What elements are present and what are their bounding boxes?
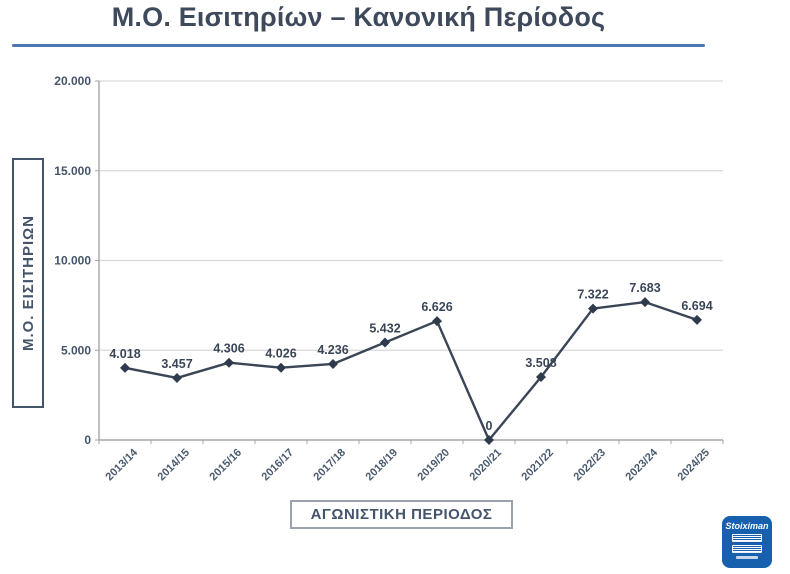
stoiximan-logo-text: Stoiximan [725, 521, 769, 531]
x-axis-title: ΑΓΩΝΙΣΤΙΚΗ ΠΕΡΙΟΔΟΣ [310, 506, 493, 523]
y-axis-title-box: Μ.Ο. ΕΙΣΙΤΗΡΙΩΝ [12, 158, 44, 408]
title-underline [12, 44, 705, 47]
data-point-marker [692, 314, 702, 325]
data-point-label: 6.694 [681, 299, 712, 313]
x-tick-label: 2024/25 [676, 447, 713, 484]
logo-tiny-text-bar [736, 556, 758, 559]
data-point-marker [224, 357, 234, 368]
y-tick-label: 20.000 [54, 74, 91, 88]
data-point-marker [588, 303, 598, 314]
y-tick-label: 0 [84, 433, 91, 447]
data-point-marker [432, 316, 442, 327]
x-axis-title-box: ΑΓΩΝΙΣΤΙΚΗ ΠΕΡΙΟΔΟΣ [290, 500, 513, 529]
data-point-marker [120, 362, 130, 373]
series-line [124, 300, 698, 442]
y-tick-label: 10.000 [54, 254, 91, 268]
data-point-label: 7.683 [629, 281, 660, 295]
x-tick-label: 2017/18 [312, 447, 349, 484]
data-point-marker [484, 435, 494, 445]
page-title: Μ.Ο. Εισιτηρίων – Κανονική Περίοδος [111, 2, 606, 32]
y-tick-label: 15.000 [54, 164, 91, 178]
x-tick-label: 2019/20 [416, 447, 453, 484]
data-point-label: 4.018 [109, 347, 140, 361]
x-tick-label: 2013/14 [104, 446, 141, 483]
x-tick-label: 2023/24 [624, 446, 661, 483]
data-point-marker [536, 372, 546, 383]
data-point-marker [640, 297, 650, 308]
data-point-label: 3.508 [525, 356, 556, 370]
data-point-marker [380, 337, 390, 348]
data-point-marker [276, 362, 286, 373]
y-tick-label: 5.000 [61, 343, 91, 357]
stoiximan-logo: Stoiximan [722, 516, 772, 568]
data-point-marker [172, 372, 182, 383]
x-tick-label: 2018/19 [364, 447, 401, 484]
x-tick-label: 2014/15 [156, 447, 193, 484]
data-point-marker [328, 358, 338, 369]
data-point-label: 0 [486, 419, 493, 433]
chart-title-wrap: Μ.Ο. Εισιτηρίων – Κανονική Περίοδος [12, 2, 705, 33]
data-point-label: 4.306 [213, 342, 244, 356]
x-tick-label: 2022/23 [572, 447, 609, 484]
data-point-label: 3.457 [161, 357, 192, 371]
logo-badge [732, 534, 762, 542]
data-point-label: 4.236 [317, 343, 348, 357]
data-point-label: 5.432 [369, 321, 400, 335]
x-tick-label: 2015/16 [208, 447, 245, 484]
x-tick-label: 2020/21 [468, 447, 505, 484]
logo-badge [732, 545, 762, 553]
data-point-label: 6.626 [421, 300, 452, 314]
data-point-label: 4.026 [265, 347, 296, 361]
x-tick-label: 2016/17 [260, 447, 297, 484]
x-tick-label: 2021/22 [520, 447, 557, 484]
data-point-label: 7.322 [577, 288, 608, 302]
